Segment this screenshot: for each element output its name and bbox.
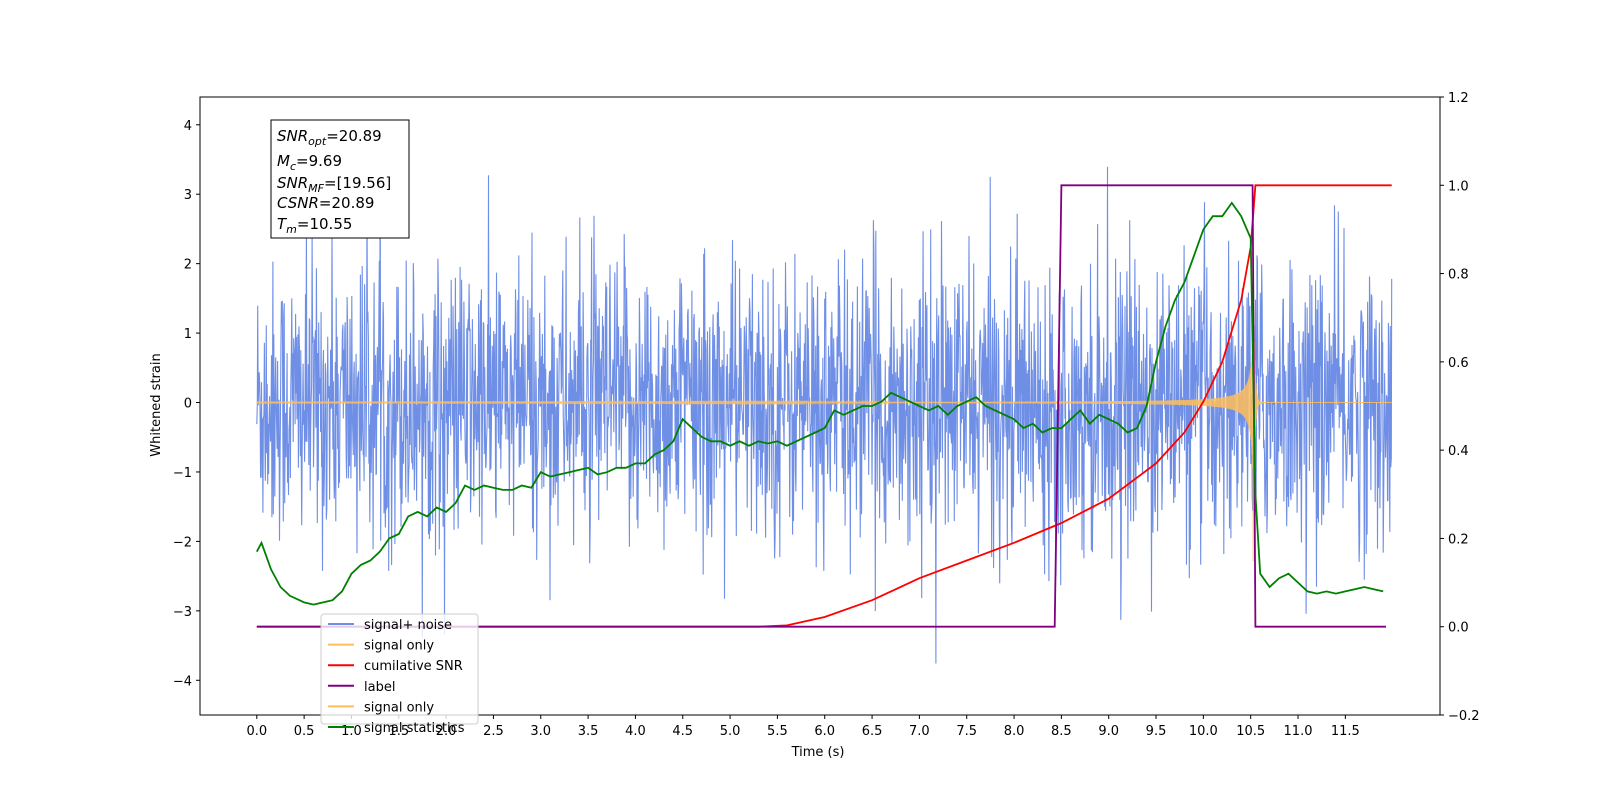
x-tick-label: 1.5 (388, 724, 409, 739)
y-right-tick-label: 0.2 (1448, 532, 1469, 547)
x-tick-label: 6.0 (814, 724, 835, 739)
y-left-tick-label: 2 (184, 258, 192, 273)
x-tick-label: 5.0 (720, 724, 741, 739)
x-tick-label: 11.0 (1284, 724, 1313, 739)
y-right-tick-label: 0.8 (1448, 268, 1469, 283)
x-tick-label: 0.0 (246, 724, 267, 739)
y-axis-right: −0.2 0.0 0.2 0.4 0.6 0.8 1.0 1.2 (1440, 91, 1480, 724)
y-right-tick-label: −0.2 (1448, 709, 1480, 724)
y-right-tick-label: 1.2 (1448, 91, 1469, 106)
x-tick-label: 3.5 (578, 724, 599, 739)
y-left-tick-label: 0 (184, 397, 192, 412)
legend-frame (320, 613, 479, 725)
legend-label: signal statistics (364, 721, 465, 736)
stats-annotation-box: SNRopt=20.89 Mc=9.69 SNRMF=[19.56] CSNR=… (270, 119, 410, 239)
series-signal-statistics (256, 201, 1384, 606)
x-tick-label: 10.0 (1189, 724, 1218, 739)
series-signal-plus-noise (256, 138, 1393, 664)
x-tick-label: 7.5 (956, 724, 977, 739)
x-tick-label: 8.5 (1051, 724, 1072, 739)
legend-label: cumilative SNR (364, 659, 463, 674)
legend-label: signal+ noise (364, 618, 452, 633)
y-axis-left: −4 −3 −2 −1 0 1 2 3 4 (173, 119, 200, 689)
series-cumulative-snr (256, 184, 1392, 628)
x-tick-label: 5.5 (767, 724, 788, 739)
x-tick-label: 4.0 (625, 724, 646, 739)
x-tick-label: 11.5 (1331, 724, 1360, 739)
x-tick-label: 7.0 (909, 724, 930, 739)
annotation-csnr: CSNR=20.89 (277, 194, 374, 212)
x-tick-label: 6.5 (862, 724, 883, 739)
y-left-tick-label: −2 (173, 535, 192, 550)
x-tick-label: 9.0 (1098, 724, 1119, 739)
legend: signal+ noise signal only cumilative SNR la… (320, 613, 479, 736)
series-label (256, 184, 1386, 628)
legend-label: label (364, 680, 395, 695)
x-tick-label: 9.5 (1146, 724, 1167, 739)
plot-frame (199, 96, 1441, 716)
legend-label: signal only (364, 700, 434, 715)
x-axis-label: Time (s) (791, 745, 845, 760)
y-right-tick-label: 0.6 (1448, 356, 1469, 371)
y-left-tick-label: 1 (184, 327, 192, 342)
annotation-frame (270, 119, 410, 239)
y-right-tick-label: 0.4 (1448, 444, 1469, 459)
y-left-tick-label: −1 (173, 466, 192, 481)
x-tick-label: 0.5 (294, 724, 315, 739)
y-axis-left-label: Whitened strain (149, 353, 164, 456)
x-axis: 0.0 0.5 1.0 1.5 2.0 2.5 3.0 3.5 4.0 4.5 5.0 5.5 6.0 6… (246, 715, 1360, 739)
y-left-tick-label: −4 (173, 674, 192, 689)
series-layer (256, 138, 1393, 664)
x-tick-label: 2.5 (483, 724, 504, 739)
y-right-tick-label: 0.0 (1448, 621, 1469, 636)
x-tick-label: 8.0 (1004, 724, 1025, 739)
y-right-tick-label: 1.0 (1448, 179, 1469, 194)
x-tick-label: 4.5 (672, 724, 693, 739)
x-tick-label: 10.5 (1236, 724, 1265, 739)
annotation-snr-opt: SNRopt=20.89 (277, 127, 382, 148)
y-left-tick-label: −3 (173, 605, 192, 620)
series-signal-only (256, 210, 1392, 562)
annotation-tm: Tm=10.55 (277, 215, 352, 236)
y-left-tick-label: 3 (184, 188, 192, 203)
legend-label: signal only (364, 639, 434, 654)
x-tick-label: 2.0 (436, 724, 457, 739)
y-left-tick-label: 4 (184, 119, 192, 134)
annotation-mc: Mc=9.69 (277, 152, 342, 173)
x-tick-label: 3.0 (530, 724, 551, 739)
annotation-snr-mf: SNRMF=[19.56] (277, 174, 391, 195)
